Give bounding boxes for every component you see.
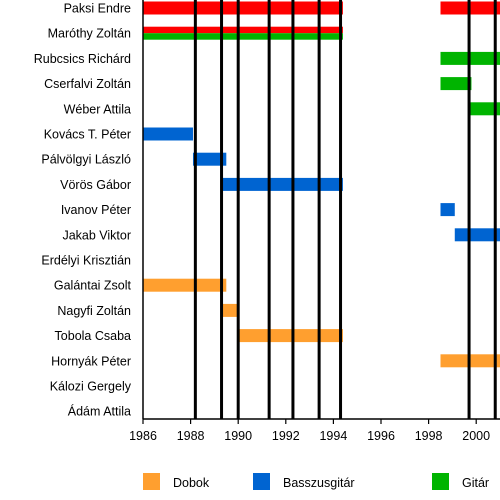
- member-name: Wéber Attila: [64, 102, 131, 116]
- legend-label-dobok: Dobok: [173, 476, 210, 490]
- bar-1-0-bottom: [143, 33, 343, 40]
- member-name: Galántai Zsolt: [54, 279, 132, 293]
- member-name: Nagyfi Zoltán: [57, 304, 131, 318]
- x-tick-label: 1990: [224, 429, 252, 443]
- bar-1-0-top: [143, 26, 343, 34]
- member-name: Ádám Attila: [68, 404, 131, 419]
- bar-4-0: [469, 102, 500, 116]
- legend-swatch-bass: [253, 473, 270, 490]
- bar-11-0: [143, 278, 227, 292]
- member-name: Maróthy Zoltán: [48, 27, 131, 41]
- x-tick-label: 1998: [415, 429, 443, 443]
- x-tick-label: 1992: [272, 429, 300, 443]
- member-name: Jakab Viktor: [62, 228, 131, 242]
- member-bars: [143, 1, 500, 368]
- member-name: Paksi Endre: [64, 2, 131, 16]
- member-name: Rubcsics Richárd: [34, 52, 131, 66]
- x-tick-label: 1988: [177, 429, 205, 443]
- member-name: Vörös Gábor: [60, 178, 131, 192]
- member-name: Ivanov Péter: [61, 203, 131, 217]
- member-names: Paksi Endre Maróthy Zoltán Rubcsics Richár…: [34, 2, 132, 419]
- member-name: Kovács T. Péter: [44, 128, 131, 142]
- bar-9-0: [454, 228, 500, 242]
- x-tick-label: 1986: [129, 429, 157, 443]
- member-name: Cserfalvi Zoltán: [44, 77, 131, 91]
- x-tick-label: 1996: [367, 429, 395, 443]
- legend-label-bass: Basszusgitár: [283, 476, 355, 490]
- member-name: Hornyák Péter: [51, 354, 131, 368]
- bar-8-0: [440, 203, 455, 217]
- x-tick-label: 2000: [462, 429, 490, 443]
- bar-13-0: [238, 329, 343, 343]
- legend-swatch-dobok: [143, 473, 160, 490]
- bar-5-0: [143, 127, 193, 141]
- member-name: Tobola Csaba: [55, 329, 131, 343]
- bar-0-0: [143, 1, 343, 15]
- legend-swatch-gitar: [432, 473, 449, 490]
- bar-7-0: [221, 177, 343, 191]
- x-axis: 1986 1988 1990 1992 1994 1996 1998 2000: [129, 0, 500, 443]
- bar-3-0: [440, 77, 472, 91]
- member-name: Erdélyi Krisztián: [41, 254, 131, 268]
- x-tick-label: 1994: [319, 429, 347, 443]
- bar-12-0: [221, 303, 239, 317]
- legend-label-gitar: Gitár: [462, 476, 489, 490]
- bar-6-0: [192, 152, 227, 166]
- member-name: Pálvölgyi László: [41, 153, 131, 167]
- member-name: Kálozi Gergely: [50, 380, 132, 394]
- legend: Dobok Basszusgitár Gitár: [143, 473, 489, 490]
- event-lines: [193, 0, 497, 419]
